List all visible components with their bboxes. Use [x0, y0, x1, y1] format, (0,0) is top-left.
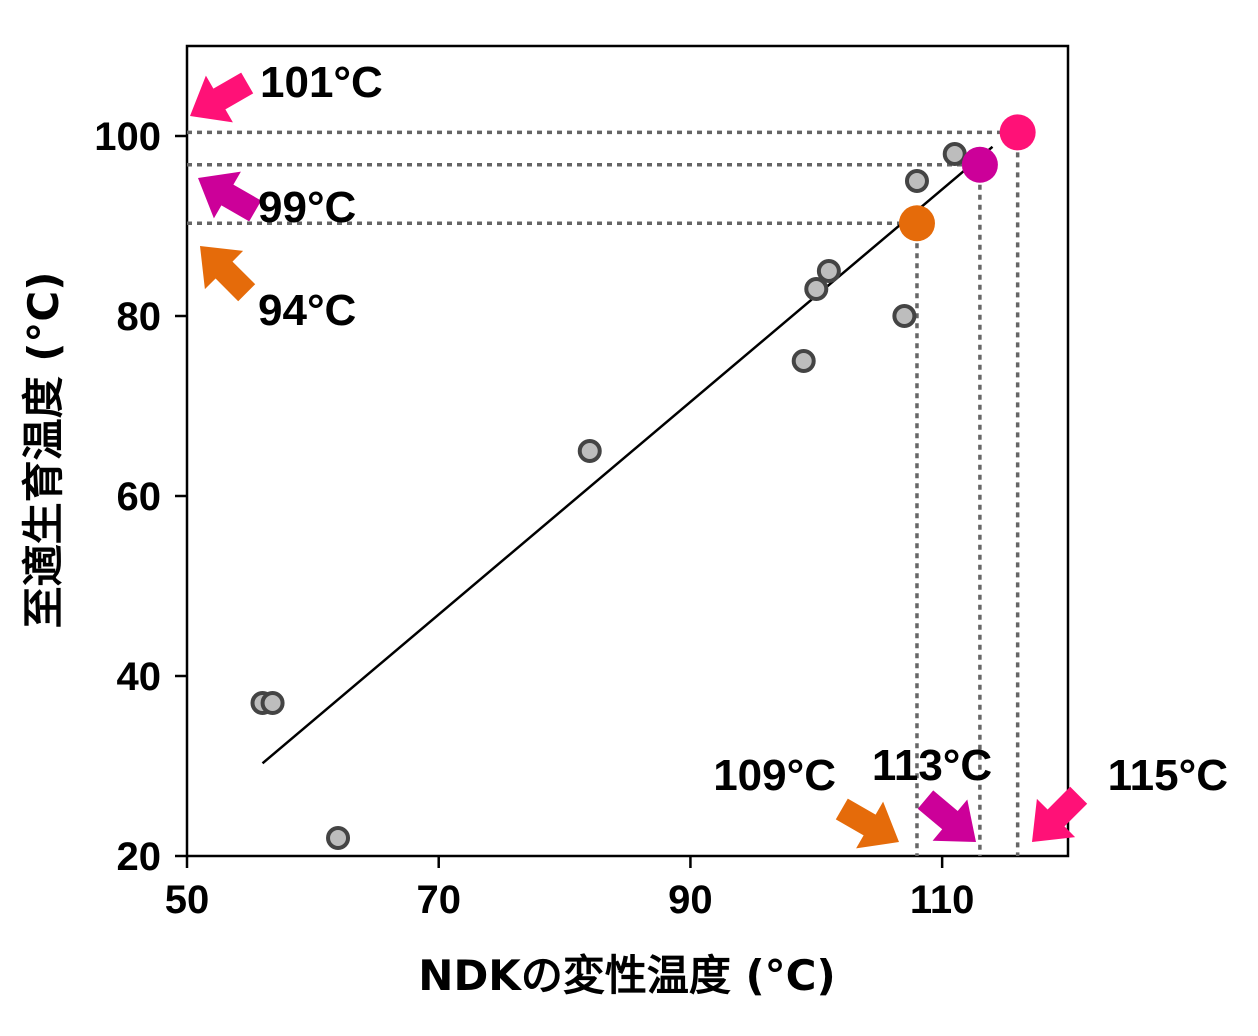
x-tick-label-1: 70 — [416, 878, 461, 922]
arrow-x-0 — [835, 798, 899, 849]
x-annotation-2: 115°C — [1108, 751, 1228, 800]
y-tick-label-2: 60 — [117, 475, 162, 519]
data-point-9 — [942, 142, 967, 166]
x-axis-title: NDKの変性温度 (°C) — [418, 951, 835, 1000]
annotations: 101°C 99°C 94°C 109°C 113°C 115°C — [258, 58, 1228, 800]
data-point-6 — [816, 259, 841, 283]
highlight-points — [898, 114, 1036, 242]
data-point-7 — [892, 304, 917, 328]
annotation-arrows — [190, 72, 1088, 849]
y-tick-label-1: 40 — [117, 655, 162, 699]
arrow-x-1 — [917, 790, 976, 842]
y-annotation-2: 101°C — [260, 58, 383, 107]
y-tick-label-4: 100 — [94, 115, 161, 159]
data-point-8 — [904, 169, 929, 193]
trend-line-group — [261, 145, 994, 765]
data-point-1 — [260, 691, 285, 715]
data-point-5 — [804, 277, 829, 301]
arrow-y-0 — [200, 246, 256, 302]
y-tick-label-0: 20 — [117, 835, 162, 879]
y-axis-ticks: 20 40 60 80 100 — [94, 115, 187, 879]
arrow-x-2 — [1032, 786, 1088, 842]
arrow-y-1 — [198, 171, 262, 222]
data-point-3 — [577, 439, 602, 463]
y-tick-label-3: 80 — [117, 295, 162, 339]
x-axis-ticks: 50 70 90 110 — [165, 856, 975, 922]
plot-frame — [185, 44, 1070, 858]
x-tick-label-3: 110 — [910, 878, 975, 922]
y-annotation-0: 94°C — [258, 286, 356, 335]
data-points — [250, 142, 967, 850]
guide-lines — [187, 130, 1020, 856]
y-annotation-1: 99°C — [258, 183, 356, 232]
arrow-y-2 — [190, 72, 254, 123]
trend-line — [261, 145, 994, 765]
x-tick-label-2: 90 — [668, 878, 713, 922]
y-axis-title: 至適生育温度 (°C) — [19, 272, 68, 629]
data-point-4 — [791, 349, 816, 373]
x-annotation-1: 113°C — [872, 741, 992, 790]
data-point-2 — [326, 826, 351, 850]
x-annotation-0: 109°C — [713, 751, 836, 800]
highlight-point-1 — [961, 146, 998, 183]
x-tick-label-0: 50 — [165, 878, 210, 922]
highlight-point-0 — [898, 205, 935, 242]
highlight-point-2 — [999, 114, 1036, 151]
